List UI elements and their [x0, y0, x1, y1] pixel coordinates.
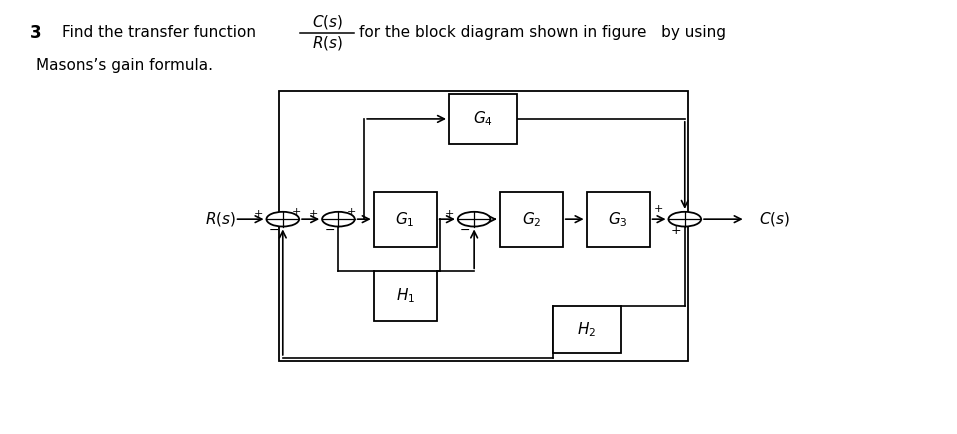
Text: $C(s)$: $C(s)$: [759, 210, 790, 228]
Text: +: +: [347, 207, 356, 217]
Text: +: +: [292, 207, 300, 217]
Text: $G_4$: $G_4$: [473, 109, 493, 128]
Text: $G_2$: $G_2$: [522, 210, 541, 229]
Text: −: −: [324, 224, 335, 237]
Text: $R(s)$: $R(s)$: [205, 210, 236, 228]
Text: $C(s)$: $C(s)$: [312, 13, 343, 31]
Bar: [587, 191, 650, 247]
Text: −: −: [269, 224, 279, 237]
Text: +: +: [445, 209, 455, 219]
Bar: [373, 191, 436, 247]
Bar: [279, 91, 688, 361]
Circle shape: [266, 212, 300, 227]
Text: Find the transfer function: Find the transfer function: [62, 25, 256, 40]
Text: $H_1$: $H_1$: [395, 287, 414, 306]
Text: $G_3$: $G_3$: [609, 210, 628, 229]
Text: $R(s)$: $R(s)$: [312, 34, 343, 53]
Text: +: +: [654, 204, 663, 214]
Text: Masons’s gain formula.: Masons’s gain formula.: [36, 58, 213, 72]
Bar: [553, 306, 621, 352]
Bar: [449, 94, 517, 144]
Text: for the block diagram shown in figure   by using: for the block diagram shown in figure by…: [359, 25, 725, 40]
Text: −: −: [460, 224, 471, 237]
Circle shape: [323, 212, 355, 227]
Circle shape: [669, 212, 701, 227]
Text: $\mathbf{3}$: $\mathbf{3}$: [29, 23, 41, 42]
Circle shape: [457, 212, 491, 227]
Bar: [373, 271, 436, 321]
Text: $H_2$: $H_2$: [577, 320, 596, 339]
Text: $G_1$: $G_1$: [395, 210, 415, 229]
Text: +: +: [254, 209, 263, 219]
Bar: [500, 191, 563, 247]
Text: +: +: [309, 209, 319, 219]
Text: +: +: [671, 224, 681, 237]
